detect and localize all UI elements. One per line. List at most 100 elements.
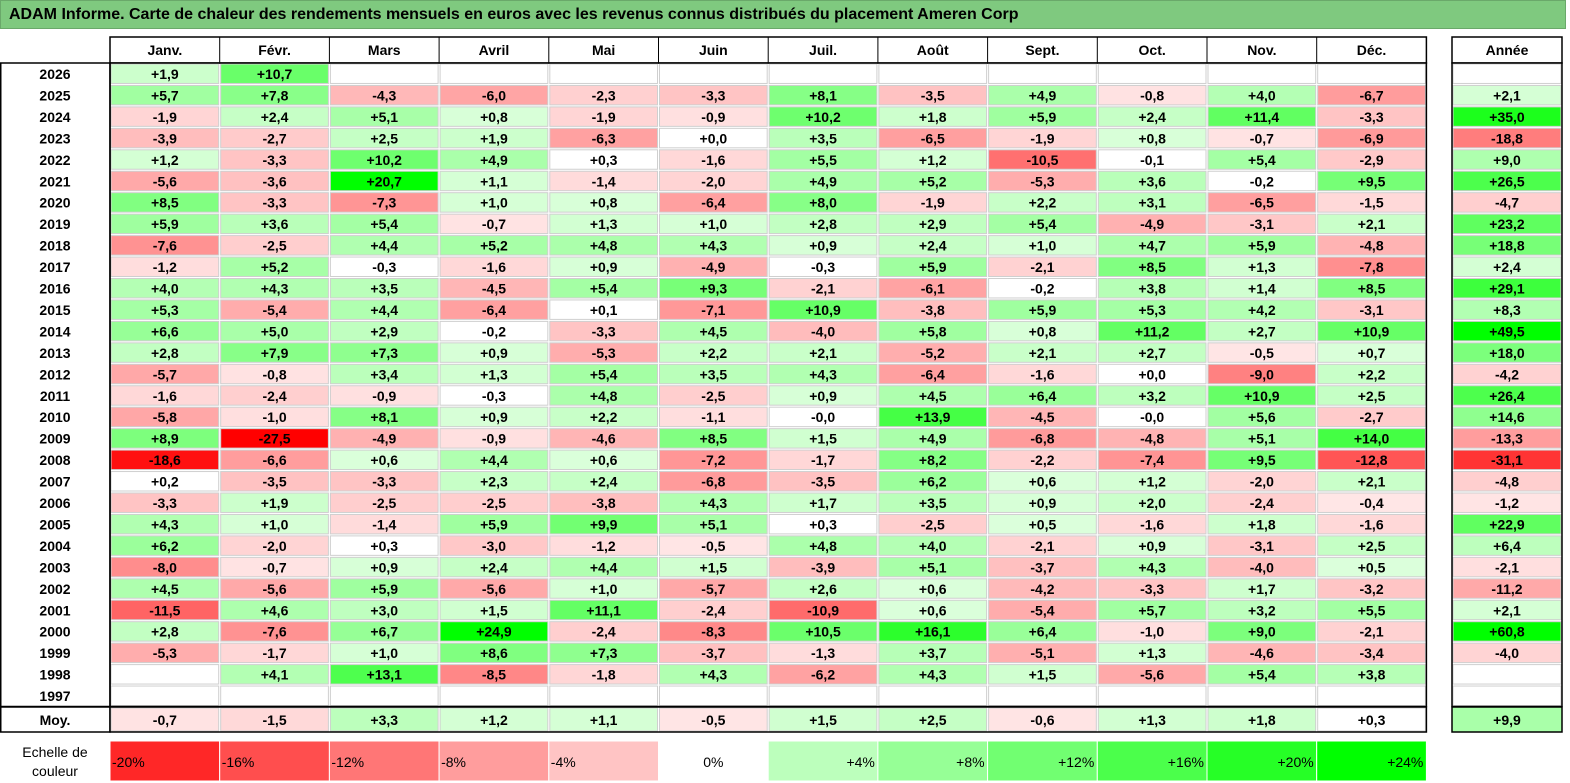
heat-cell-value: +6,6 <box>151 323 179 339</box>
heat-cell-value: +3,5 <box>919 495 947 511</box>
scale-swatch <box>658 740 769 782</box>
heat-cell <box>439 63 549 84</box>
heat-cell <box>659 642 768 664</box>
heat-cell-value: +0,3 <box>809 516 837 532</box>
heat-cell <box>220 471 329 492</box>
heat-cell-value: -7,4 <box>1140 452 1164 468</box>
heat-cell <box>1207 170 1317 192</box>
heat-cell-value: -2,1 <box>811 281 835 297</box>
year-label-2007: 2007 <box>39 474 70 490</box>
heat-cell-value: +2,4 <box>1138 109 1166 125</box>
heat-cell-value: +8,5 <box>151 195 179 211</box>
heat-cell <box>1317 556 1426 578</box>
heat-cell-value: +2,7 <box>1248 323 1276 339</box>
heat-cell <box>659 685 768 706</box>
heat-cell-value: -1,6 <box>1030 366 1054 382</box>
heat-cell <box>439 127 549 149</box>
heat-cell-value: -4,5 <box>482 281 506 297</box>
heat-cell <box>329 685 439 706</box>
heat-cell <box>878 106 988 127</box>
heat-cell-value: -2,0 <box>1250 474 1274 490</box>
heat-cell <box>659 84 768 106</box>
heat-cell <box>768 235 878 256</box>
heat-cell <box>439 428 549 449</box>
heat-cell-value: +0,9 <box>480 409 508 425</box>
heat-cell-value: -2,7 <box>262 130 286 146</box>
heat-cell-value: +0,6 <box>919 602 947 618</box>
heat-cell-value: +5,9 <box>151 216 179 232</box>
heat-cell-value: -4,3 <box>372 87 396 103</box>
heat-cell <box>439 149 549 170</box>
heat-cell-value: +2,2 <box>1358 366 1386 382</box>
heat-cell <box>549 299 658 320</box>
heat-cell <box>1207 556 1317 578</box>
heat-cell-value: -0,7 <box>262 559 286 575</box>
heat-cell <box>110 127 220 149</box>
heat-cell <box>1207 685 1317 706</box>
heat-cell <box>878 127 988 149</box>
heat-cell-value: -5,3 <box>153 645 177 661</box>
heat-cell <box>988 642 1097 664</box>
heat-cell-value: +5,4 <box>590 281 618 297</box>
heat-cell-value: +1,9 <box>261 495 289 511</box>
heat-cell <box>439 513 549 535</box>
heat-cell <box>220 84 329 106</box>
heat-cell <box>1317 664 1426 685</box>
heat-cell-value: -8,0 <box>153 559 177 575</box>
heat-cell-value: -3,8 <box>921 302 945 318</box>
heat-cell <box>220 235 329 256</box>
heat-cell <box>1097 127 1207 149</box>
heat-cell <box>1207 535 1317 556</box>
heat-cell <box>1097 664 1207 685</box>
heat-cell-value: +0,8 <box>1029 323 1057 339</box>
year-total-cell <box>1452 363 1562 385</box>
heat-cell <box>988 685 1097 706</box>
heat-cell <box>1097 599 1207 621</box>
heat-cell <box>1097 471 1207 492</box>
scale-swatch <box>1316 740 1427 782</box>
heat-cell <box>110 664 220 685</box>
heat-cell-value: +5,4 <box>1029 216 1057 232</box>
heat-cell <box>549 385 658 406</box>
heat-cell <box>220 578 329 599</box>
heat-cell-value: +2,7 <box>1138 345 1166 361</box>
heat-cell-value: -6,3 <box>592 130 616 146</box>
heat-cell-value: +24,9 <box>476 624 512 640</box>
heat-cell-value: +11,2 <box>1135 323 1170 339</box>
heat-cell-value: +5,4 <box>590 366 618 382</box>
heat-cell <box>1097 342 1207 363</box>
scale-step-label: +12% <box>1058 754 1094 770</box>
heat-cell <box>1097 63 1207 84</box>
heat-cell-value: +5,1 <box>1248 431 1276 447</box>
heat-cell-value: +2,4 <box>261 109 289 125</box>
heat-cell <box>439 492 549 513</box>
heat-cell-value: -11,5 <box>149 602 180 618</box>
year-label-2000: 2000 <box>39 624 70 640</box>
heat-cell <box>768 84 878 106</box>
heat-cell-value: -1,0 <box>262 409 286 425</box>
average-value: +1,1 <box>590 712 618 728</box>
heat-cell <box>329 556 439 578</box>
heat-cell <box>549 192 658 213</box>
year-total-value: +26,5 <box>1489 173 1525 189</box>
heat-cell <box>439 213 549 235</box>
heat-cell-value: +3,8 <box>1358 667 1386 683</box>
heat-cell <box>1317 149 1426 170</box>
heat-cell-value: -6,8 <box>1030 431 1054 447</box>
heat-cell-value: +13,1 <box>367 667 403 683</box>
heat-cell-value: -3,3 <box>592 323 616 339</box>
heat-cell <box>1097 685 1207 706</box>
heat-cell <box>1207 213 1317 235</box>
year-label-2015: 2015 <box>39 302 70 318</box>
heat-cell <box>549 406 658 428</box>
heat-cell-value: -6,8 <box>701 474 725 490</box>
year-total-cell <box>1452 385 1562 406</box>
year-total-cell <box>1452 406 1562 428</box>
heat-cell-value: -0,2 <box>1250 173 1274 189</box>
heat-cell-value: +2,8 <box>809 216 837 232</box>
heat-cell-value: +7,3 <box>590 645 618 661</box>
year-total-cell <box>1452 170 1562 192</box>
heat-cell-value: -4,8 <box>1140 431 1164 447</box>
heat-cell-value: +2,2 <box>700 345 728 361</box>
heat-cell <box>878 556 988 578</box>
